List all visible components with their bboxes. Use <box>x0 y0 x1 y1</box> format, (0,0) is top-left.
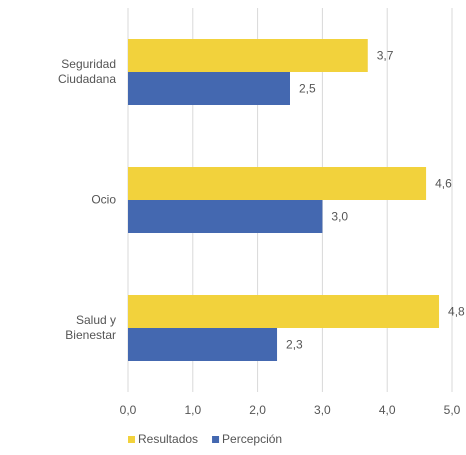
legend-label: Percepción <box>222 432 282 446</box>
category-label: Salud y Bienestar <box>65 313 116 342</box>
x-tick-label: 1,0 <box>184 403 201 417</box>
value-label: 4,6 <box>435 177 452 191</box>
x-tick-label: 5,0 <box>444 403 461 417</box>
x-tick-label: 3,0 <box>314 403 331 417</box>
legend-swatch <box>128 436 135 443</box>
bar <box>128 39 368 72</box>
value-label: 3,7 <box>377 49 394 63</box>
legend-swatch <box>212 436 220 443</box>
value-label: 4,8 <box>448 305 465 319</box>
value-label: 2,5 <box>299 82 316 96</box>
x-tick-label: 4,0 <box>379 403 396 417</box>
bar <box>128 167 427 200</box>
value-label: 2,3 <box>286 338 303 352</box>
category-label: Ocio <box>91 192 116 207</box>
legend-label: Resultados <box>138 432 198 446</box>
bar <box>128 72 290 105</box>
bar <box>128 295 440 328</box>
bar <box>128 200 323 233</box>
x-tick-label: 2,0 <box>249 403 266 417</box>
value-label: 3,0 <box>331 210 348 224</box>
bar <box>128 328 278 361</box>
category-label: Seguridad Ciudadana <box>57 57 116 86</box>
x-tick-label: 0,0 <box>120 403 137 417</box>
